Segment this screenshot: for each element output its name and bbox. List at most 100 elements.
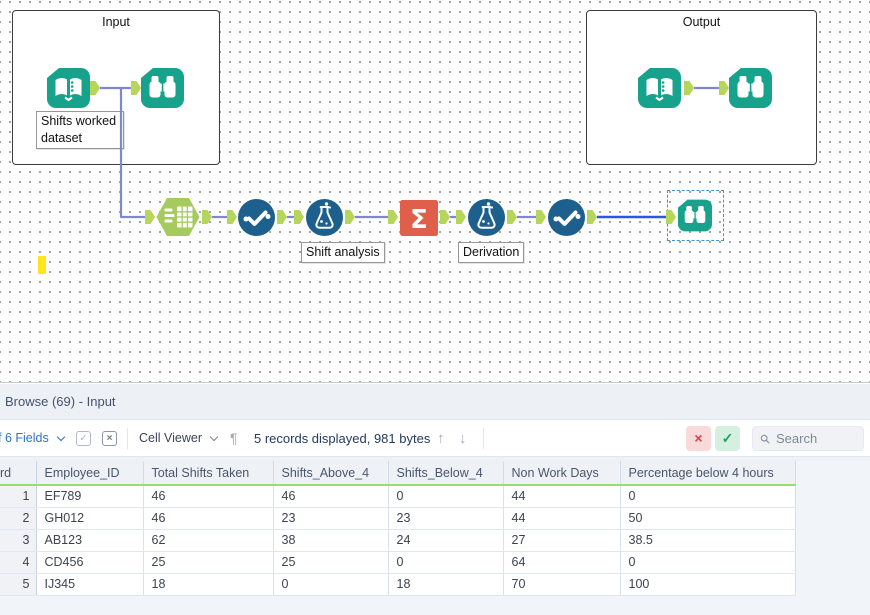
table-cell[interactable]: 25 — [273, 551, 389, 574]
cell-viewer-dropdown[interactable]: Cell Viewer — [139, 420, 219, 457]
search-input-box[interactable] — [752, 426, 864, 451]
table-cell[interactable]: 46 — [143, 507, 274, 530]
table-cell[interactable]: 44 — [503, 485, 621, 508]
table-row: 5 IJ345 18 0 18 70 100 — [0, 573, 796, 596]
browse-tool[interactable] — [729, 68, 772, 113]
yellow-annotation-marker — [38, 256, 46, 274]
table-cell[interactable]: 18 — [143, 573, 274, 596]
output-anchor[interactable] — [440, 210, 450, 224]
browse-tool-selected[interactable] — [678, 199, 712, 237]
pilcrow-icon[interactable]: ¶ — [230, 430, 238, 446]
check-mark-button[interactable]: ✓ — [715, 426, 740, 451]
flask-icon — [468, 199, 505, 236]
column-header[interactable]: Employee_ID — [36, 461, 144, 486]
tool-annotation-input-dataset[interactable]: Shifts worked dataset — [36, 111, 124, 149]
input-anchor[interactable] — [456, 210, 466, 224]
output-anchor[interactable] — [507, 210, 517, 224]
select-tool[interactable] — [156, 197, 200, 242]
table-cell[interactable]: GH012 — [36, 507, 144, 530]
input-anchor[interactable] — [536, 210, 546, 224]
table-cell[interactable]: 44 — [503, 507, 621, 530]
output-tool-container[interactable]: Output — [586, 10, 817, 165]
column-header[interactable]: Shifts_Below_4 — [388, 461, 504, 486]
data-cleansing-tool[interactable] — [548, 199, 585, 241]
row-number-cell[interactable]: 1 — [0, 485, 37, 508]
formula-tool-derivation[interactable] — [468, 199, 505, 241]
table-cell[interactable]: 0 — [620, 551, 796, 574]
data-cleansing-tool[interactable] — [238, 199, 275, 241]
table-cell[interactable]: 0 — [620, 485, 796, 508]
table-cell[interactable]: 18 — [388, 573, 504, 596]
input-anchor[interactable] — [388, 210, 398, 224]
table-cell[interactable]: 64 — [503, 551, 621, 574]
table-cell[interactable]: 50 — [620, 507, 796, 530]
output-anchor[interactable] — [202, 210, 212, 224]
table-row: 3 AB123 62 38 24 27 38.5 — [0, 529, 796, 552]
table-cell[interactable]: 24 — [388, 529, 504, 552]
tool-annotation-shift-analysis[interactable]: Shift analysis — [301, 242, 385, 263]
output-anchor[interactable] — [587, 210, 597, 224]
summarize-tool[interactable]: Σ — [400, 200, 438, 241]
column-header[interactable]: Non Work Days — [503, 461, 621, 486]
table-cell[interactable]: 62 — [143, 529, 274, 552]
results-toolbar: f 6 Fields ✓ × Cell Viewer ¶ 5 records d… — [0, 420, 870, 457]
tool-annotation-derivation[interactable]: Derivation — [458, 242, 525, 263]
column-header[interactable]: Total Shifts Taken — [143, 461, 274, 486]
output-anchor[interactable] — [345, 210, 355, 224]
row-number-cell[interactable]: 4 — [0, 551, 37, 574]
input-anchor[interactable] — [227, 210, 237, 224]
down-arrow-icon[interactable]: ↓ — [459, 430, 467, 447]
column-header[interactable]: Shifts_Above_4 — [273, 461, 389, 486]
table-cell[interactable]: 100 — [620, 573, 796, 596]
fields-dropdown-label: f 6 Fields — [0, 431, 49, 445]
input-anchor[interactable] — [666, 210, 676, 224]
search-input[interactable] — [776, 431, 856, 446]
table-cell[interactable]: CD456 — [36, 551, 144, 574]
table-cell[interactable]: 27 — [503, 529, 621, 552]
input-anchor[interactable] — [294, 210, 304, 224]
table-cell[interactable]: IJ345 — [36, 573, 144, 596]
browse-tool[interactable] — [141, 68, 184, 113]
output-anchor[interactable] — [684, 81, 694, 95]
table-cell[interactable]: 38 — [273, 529, 389, 552]
book-icon — [47, 68, 90, 108]
table-cell[interactable]: 0 — [388, 551, 504, 574]
output-data-tool[interactable] — [638, 68, 681, 113]
container-title: Input — [102, 15, 130, 29]
table-cell[interactable]: 70 — [503, 573, 621, 596]
table-cell[interactable]: 25 — [143, 551, 274, 574]
table-cell[interactable]: 0 — [273, 573, 389, 596]
toolbar-divider — [127, 428, 128, 449]
input-anchor[interactable] — [719, 81, 729, 95]
record-column-header[interactable]: rd — [0, 461, 37, 486]
flask-icon — [306, 199, 343, 236]
input-data-tool[interactable] — [47, 68, 90, 113]
output-anchor[interactable] — [90, 81, 100, 95]
hexagon-table-icon — [156, 198, 200, 236]
row-number-cell[interactable]: 2 — [0, 507, 37, 530]
table-cell[interactable]: 46 — [143, 485, 274, 508]
select-all-checkbox-icon[interactable]: ✓ — [76, 431, 91, 446]
table-cell[interactable]: 0 — [388, 485, 504, 508]
x-mark-button[interactable]: × — [686, 426, 711, 451]
deselect-all-box-icon[interactable]: × — [102, 431, 117, 446]
row-number-cell[interactable]: 3 — [0, 529, 37, 552]
results-panel-title: Browse (69) - Input — [0, 384, 870, 420]
output-anchor[interactable] — [277, 210, 287, 224]
table-cell[interactable]: AB123 — [36, 529, 144, 552]
table-cell[interactable]: 38.5 — [620, 529, 796, 552]
table-cell[interactable]: 46 — [273, 485, 389, 508]
formula-tool-shift-analysis[interactable] — [306, 199, 343, 241]
workflow-canvas[interactable]: Input Output Shifts worked dataset Shift… — [0, 0, 870, 383]
table-cell[interactable]: 23 — [273, 507, 389, 530]
fields-dropdown[interactable]: f 6 Fields — [0, 420, 66, 457]
table-row: 2 GH012 46 23 23 44 50 — [0, 507, 796, 530]
up-arrow-icon[interactable]: ↑ — [437, 430, 445, 447]
row-number-cell[interactable]: 5 — [0, 573, 37, 596]
column-header[interactable]: Percentage below 4 hours — [620, 461, 796, 486]
input-anchor[interactable] — [145, 210, 155, 224]
table-row: 1 EF789 46 46 0 44 0 — [0, 485, 796, 508]
binoculars-icon — [729, 68, 772, 108]
table-cell[interactable]: EF789 — [36, 485, 144, 508]
table-cell[interactable]: 23 — [388, 507, 504, 530]
